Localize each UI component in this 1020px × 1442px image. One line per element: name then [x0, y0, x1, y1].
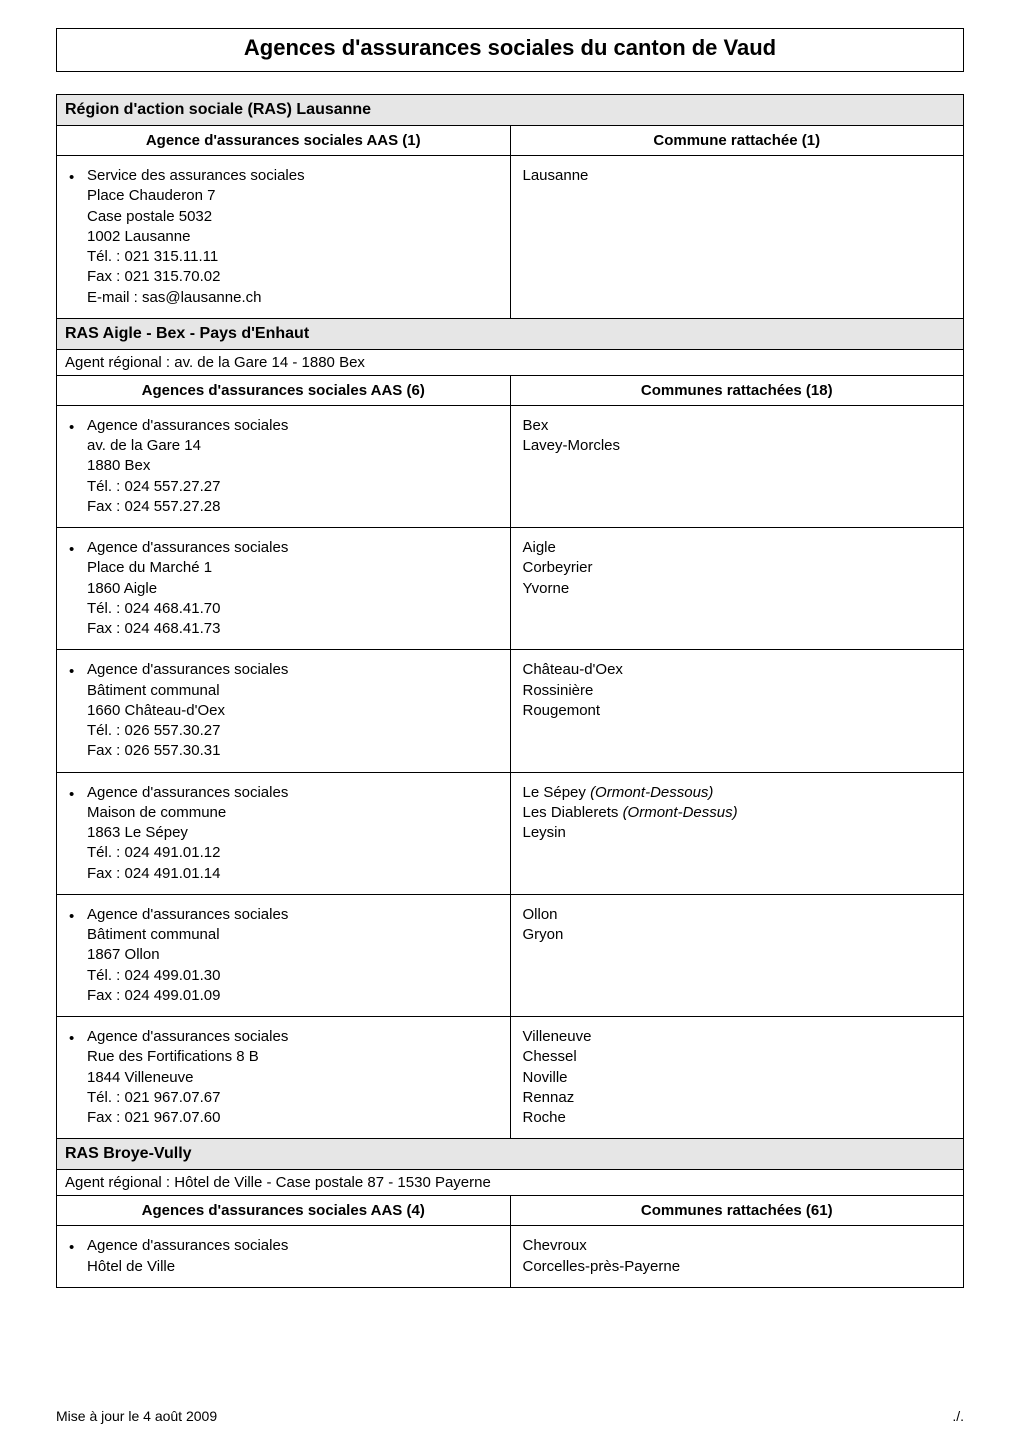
communes-cell: OllonGryon	[510, 894, 964, 1016]
footer: Mise à jour le 4 août 2009 ./.	[56, 1408, 964, 1424]
agency-cell: • Agence d'assurances socialesBâtiment co…	[57, 650, 511, 772]
agent-regional: Agent régional : av. de la Gare 14 - 188…	[57, 349, 964, 375]
agency-cell: • Service des assurances socialesPlace Ch…	[57, 156, 511, 319]
bullet-icon: •	[69, 907, 74, 927]
section-header: RAS Broye-Vully	[57, 1139, 964, 1170]
bullet-icon: •	[69, 785, 74, 805]
section-header: Région d'action sociale (RAS) Lausanne	[57, 95, 964, 126]
agency-text: Service des assurances socialesPlace Cha…	[87, 166, 498, 308]
bullet-icon: •	[69, 1029, 74, 1049]
agency-cell: • Agence d'assurances socialesMaison de c…	[57, 772, 511, 894]
title-box: Agences d'assurances sociales du canton …	[56, 28, 964, 72]
communes-cell: BexLavey-Morcles	[510, 405, 964, 527]
communes-cell: AigleCorbeyrierYvorne	[510, 528, 964, 650]
agency-text: Agence d'assurances socialesRue des Fort…	[87, 1027, 498, 1128]
section-header: RAS Aigle - Bex - Pays d'Enhaut	[57, 318, 964, 349]
bullet-icon: •	[69, 418, 74, 438]
page: Agences d'assurances sociales du canton …	[0, 0, 1020, 1442]
agent-regional: Agent régional : Hôtel de Ville - Case p…	[57, 1170, 964, 1196]
col-header-left: Agences d'assurances sociales AAS (4)	[57, 1196, 511, 1226]
agency-text: Agence d'assurances socialesBâtiment com…	[87, 660, 498, 761]
agency-cell: • Agence d'assurances socialesRue des For…	[57, 1017, 511, 1139]
communes-cell: Le Sépey (Ormont-Dessous)Les Diablerets …	[510, 772, 964, 894]
agency-text: Agence d'assurances socialesav. de la Ga…	[87, 416, 498, 517]
agency-text: Agence d'assurances socialesMaison de co…	[87, 783, 498, 884]
bullet-icon: •	[69, 540, 74, 560]
communes-cell: ChevrouxCorcelles-près-Payerne	[510, 1226, 964, 1288]
agency-cell: • Agence d'assurances socialesHôtel de Vi…	[57, 1226, 511, 1288]
col-header-right: Communes rattachées (18)	[510, 375, 964, 405]
col-header-right: Commune rattachée (1)	[510, 126, 964, 156]
bullet-icon: •	[69, 662, 74, 682]
main-table: Région d'action sociale (RAS) LausanneAg…	[56, 94, 964, 1288]
communes-cell: Château-d'OexRossinièreRougemont	[510, 650, 964, 772]
col-header-left: Agence d'assurances sociales AAS (1)	[57, 126, 511, 156]
bullet-icon: •	[69, 168, 74, 188]
communes-cell: Lausanne	[510, 156, 964, 319]
communes-cell: VilleneuveChesselNovilleRennazRoche	[510, 1017, 964, 1139]
col-header-right: Communes rattachées (61)	[510, 1196, 964, 1226]
page-title: Agences d'assurances sociales du canton …	[65, 35, 955, 61]
agency-cell: • Agence d'assurances socialesav. de la G…	[57, 405, 511, 527]
agency-cell: • Agence d'assurances socialesBâtiment co…	[57, 894, 511, 1016]
agency-cell: • Agence d'assurances socialesPlace du Ma…	[57, 528, 511, 650]
bullet-icon: •	[69, 1238, 74, 1258]
col-header-left: Agences d'assurances sociales AAS (6)	[57, 375, 511, 405]
agency-text: Agence d'assurances socialesBâtiment com…	[87, 905, 498, 1006]
footer-left: Mise à jour le 4 août 2009	[56, 1408, 217, 1424]
agency-text: Agence d'assurances socialesHôtel de Vil…	[87, 1236, 498, 1277]
agency-text: Agence d'assurances socialesPlace du Mar…	[87, 538, 498, 639]
footer-right: ./.	[952, 1408, 964, 1424]
